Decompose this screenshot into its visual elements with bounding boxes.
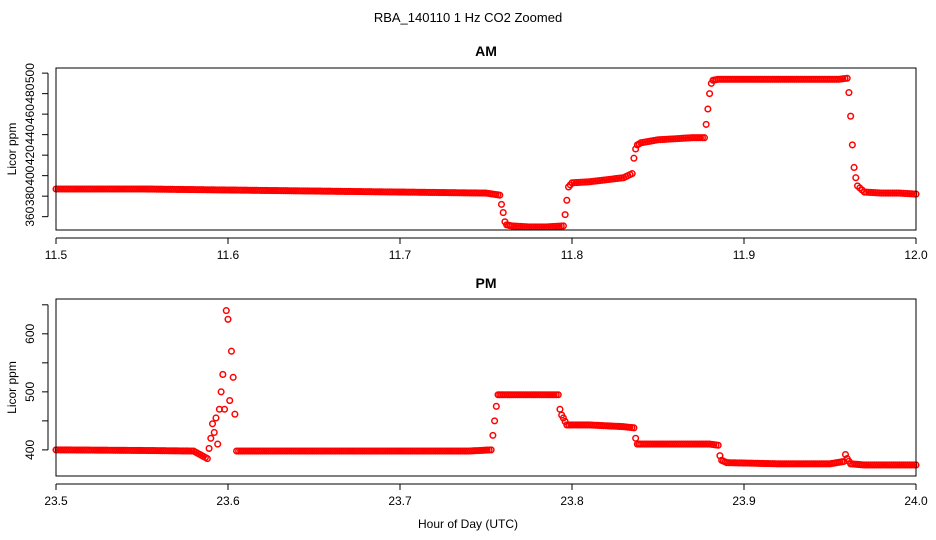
am-panel: AM 11.5 11.6 11.7 11.8 11.9 12.0 36038040042044… [5,43,928,262]
data-point [559,222,567,230]
y-tick-label: 480 [23,83,37,103]
data-point [212,414,220,422]
x-tick-label: 11.7 [389,248,412,262]
pm-panel-title: PM [476,275,497,291]
x-tick-label: 11.8 [561,248,584,262]
data-point [229,373,237,381]
am-y-axis-label: Licor ppm [5,123,19,176]
y-tick-label: 460 [23,104,37,124]
am-series-points [52,74,920,231]
data-point [632,434,640,442]
x-tick-label: 23.7 [388,494,412,508]
data-point [841,450,850,459]
data-point [632,145,640,153]
y-tick-label: 500 [23,382,37,402]
pm-panel: PM 23.5 23.6 23.7 23.8 23.9 24.0 400 500 600 Licor… [5,275,928,508]
y-tick-label: 500 [23,63,37,83]
data-point [214,440,222,448]
x-tick-label: 11.6 [217,248,240,262]
pm-y-axis-label: Licor ppm [5,361,19,414]
data-point [850,163,858,172]
y-tick-label: 440 [23,124,37,144]
data-point [706,90,714,98]
y-tick-label: 380 [23,186,37,206]
data-point [702,120,710,128]
data-point [224,315,232,323]
data-point [487,446,495,454]
data-point [852,174,860,182]
data-point [217,388,225,396]
data-point [714,441,722,449]
data-point [219,370,227,378]
data-point [561,417,569,426]
x-tick-label: 11.5 [45,248,68,262]
figure-title: RBA_140110 1 Hz CO2 Zoomed [374,10,562,25]
data-point [221,405,229,413]
data-point [554,391,562,399]
data-point [848,141,856,149]
x-tick-label: 23.9 [732,494,756,508]
y-tick-label: 400 [23,165,37,185]
data-point [226,397,234,405]
data-point [231,410,239,418]
data-point [205,444,213,452]
data-point [497,200,506,208]
data-point [496,191,504,199]
x-tick-label: 23.8 [560,494,584,508]
am-plot-frame [55,67,917,231]
data-point [491,417,499,425]
data-point [628,170,636,178]
data-point [499,209,507,217]
data-point [559,414,567,422]
am-panel-title: AM [475,43,497,59]
data-point [489,431,497,439]
pm-series-points [52,307,920,469]
x-tick-label: 23.5 [44,494,68,508]
x-axis-label: Hour of Day (UTC) [418,517,518,531]
data-point [704,105,712,113]
y-tick-label: 420 [23,145,37,165]
data-point [561,211,569,219]
x-tick-label: 11.9 [733,248,756,262]
data-point [630,154,638,162]
data-point [630,424,638,432]
data-point [222,307,230,315]
data-point [210,428,218,437]
data-point [845,89,853,97]
y-tick-label: 600 [23,323,37,343]
data-point [700,134,708,142]
data-point [208,420,217,428]
pm-plot-frame [55,298,917,477]
data-point [207,434,215,442]
x-tick-label: 12.0 [904,248,928,262]
data-point [227,347,235,355]
data-point [556,405,564,413]
y-tick-label: 360 [23,206,37,226]
data-point [563,196,571,204]
data-point [843,74,851,82]
data-point [847,112,855,120]
x-tick-label: 23.6 [216,494,240,508]
data-point [492,402,500,410]
x-tick-label: 24.0 [904,494,928,508]
data-point [203,455,211,463]
y-tick-label: 400 [23,440,37,460]
